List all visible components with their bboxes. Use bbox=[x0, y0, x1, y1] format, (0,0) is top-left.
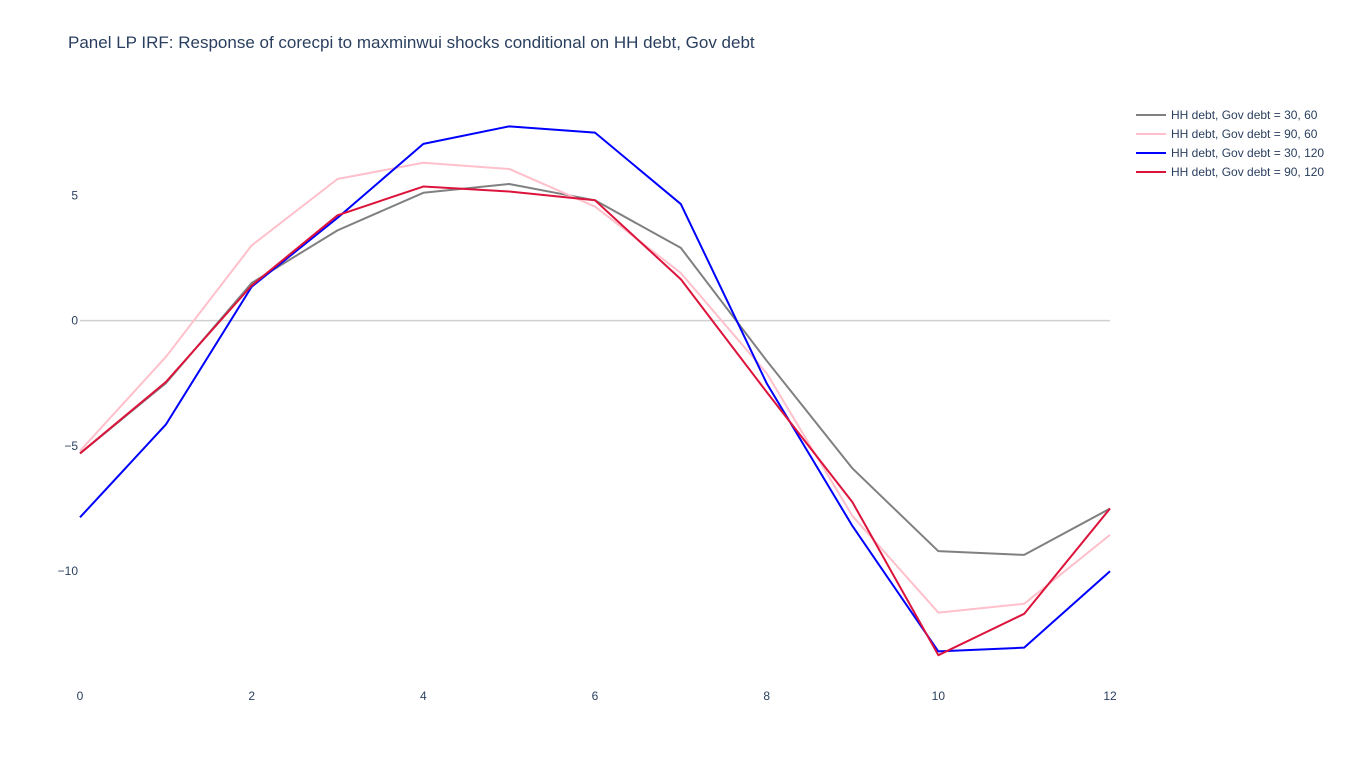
y-tick-label: −5 bbox=[64, 439, 78, 453]
series-line-4[interactable] bbox=[79, 185, 1111, 657]
x-tick-label: 8 bbox=[763, 689, 770, 703]
x-tick-label: 4 bbox=[420, 689, 427, 703]
series-line-2[interactable] bbox=[79, 161, 1111, 614]
legend[interactable]: HH debt, Gov debt = 30, 60 HH debt, Gov d… bbox=[1136, 108, 1324, 179]
legend-label: HH debt, Gov debt = 90, 120 bbox=[1171, 165, 1324, 179]
x-tick-label: 0 bbox=[77, 689, 84, 703]
series-layer bbox=[79, 125, 1111, 657]
x-axis-ticks: 0 2 4 6 8 10 12 bbox=[77, 689, 1117, 703]
x-tick-label: 12 bbox=[1103, 689, 1117, 703]
series-line-3[interactable] bbox=[79, 125, 1111, 653]
legend-item[interactable]: HH debt, Gov debt = 30, 120 bbox=[1136, 146, 1324, 160]
y-tick-label: −10 bbox=[58, 564, 79, 578]
x-tick-label: 2 bbox=[248, 689, 255, 703]
legend-label: HH debt, Gov debt = 30, 120 bbox=[1171, 146, 1324, 160]
legend-item[interactable]: HH debt, Gov debt = 90, 120 bbox=[1136, 165, 1324, 179]
legend-label: HH debt, Gov debt = 30, 60 bbox=[1171, 108, 1318, 122]
series-line-1[interactable] bbox=[79, 183, 1111, 556]
legend-label: HH debt, Gov debt = 90, 60 bbox=[1171, 127, 1318, 141]
x-tick-label: 6 bbox=[592, 689, 599, 703]
y-tick-label: 5 bbox=[71, 188, 78, 202]
y-axis-ticks: 5 0 −5 −10 bbox=[58, 188, 79, 578]
legend-item[interactable]: HH debt, Gov debt = 30, 60 bbox=[1136, 108, 1318, 122]
y-tick-label: 0 bbox=[71, 314, 78, 328]
x-tick-label: 10 bbox=[932, 689, 946, 703]
legend-item[interactable]: HH debt, Gov debt = 90, 60 bbox=[1136, 127, 1318, 141]
chart-title: Panel LP IRF: Response of corecpi to max… bbox=[68, 33, 755, 52]
